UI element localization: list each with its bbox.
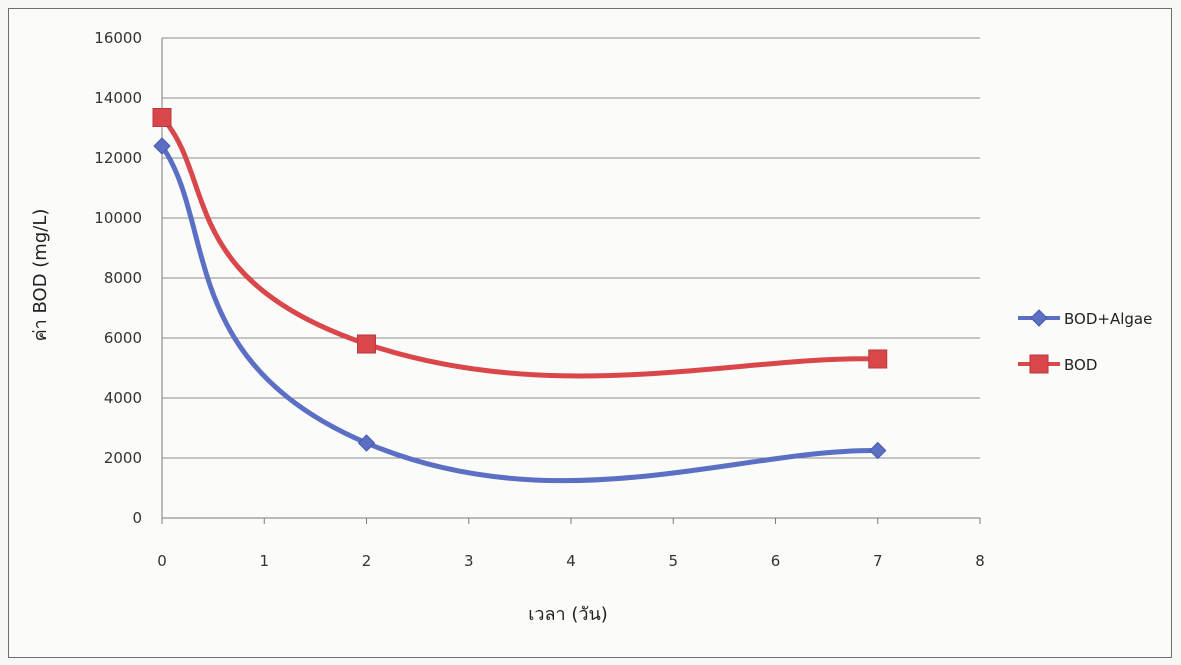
y-tick-label: 4000 xyxy=(104,389,142,407)
x-tick-label: 7 xyxy=(873,552,883,570)
legend-label-bod-algae: BOD+Algae xyxy=(1064,310,1152,328)
data-point-bod-algae xyxy=(153,137,171,155)
chart-frame xyxy=(8,8,1172,658)
x-tick-label: 1 xyxy=(259,552,269,570)
legend: BOD+Algae BOD xyxy=(1018,309,1152,374)
x-tick-label: 6 xyxy=(771,552,781,570)
x-tick-label: 0 xyxy=(157,552,167,570)
x-tick-labels: 0 1 2 3 4 5 6 7 8 xyxy=(157,552,985,570)
y-tick-labels: 0 2000 4000 6000 8000 10000 12000 14000 16000 xyxy=(94,29,142,527)
y-tick-label: 8000 xyxy=(104,269,142,287)
legend-label-bod: BOD xyxy=(1064,356,1097,374)
y-tick-label: 0 xyxy=(132,509,142,527)
series-lines xyxy=(159,115,881,484)
gridlines xyxy=(162,37,980,459)
y-tick-label: 2000 xyxy=(104,449,142,467)
data-point-bod-algae xyxy=(869,441,887,460)
y-tick-label: 16000 xyxy=(94,29,142,47)
x-tick-label: 3 xyxy=(464,552,474,570)
series-line-bod-algae xyxy=(159,143,881,484)
y-tick-label: 12000 xyxy=(94,149,142,167)
x-axis-title: เวลา (วัน) xyxy=(528,604,608,625)
data-point-bod xyxy=(152,108,172,127)
data-point-bod xyxy=(357,334,376,354)
y-tick-label: 6000 xyxy=(104,329,142,347)
x-tick-label: 8 xyxy=(975,552,985,570)
data-point-bod-algae xyxy=(357,434,376,452)
y-tick-label: 14000 xyxy=(94,89,142,107)
series-markers xyxy=(152,108,888,460)
series-line-bod xyxy=(159,115,881,379)
y-tick-label: 10000 xyxy=(94,209,142,227)
legend-marker-bod xyxy=(1029,354,1049,374)
x-tick-label: 5 xyxy=(668,552,678,570)
x-tick-label: 2 xyxy=(362,552,372,570)
legend-marker-bod-algae xyxy=(1030,309,1048,327)
x-tick-label: 4 xyxy=(566,552,576,570)
y-axis-title: ค่า BOD (mg/L) xyxy=(30,209,51,342)
data-point-bod xyxy=(868,349,888,369)
